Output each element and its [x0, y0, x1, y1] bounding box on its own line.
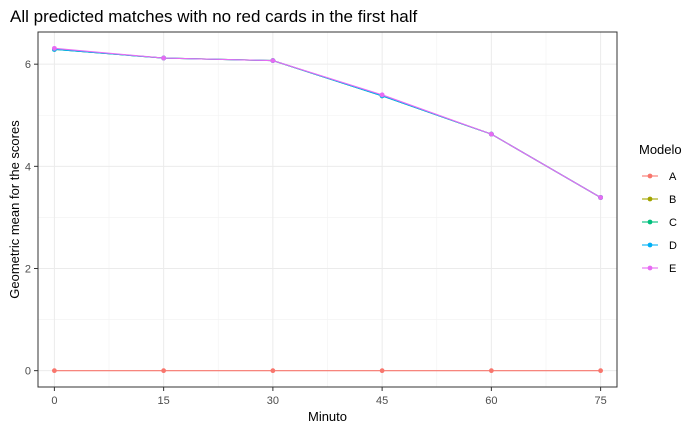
- series-A: [51, 368, 604, 374]
- legend-item: E: [642, 263, 676, 275]
- y-tick-label: 0: [25, 366, 31, 378]
- legend-item: D: [642, 240, 677, 252]
- legend-key-point: [647, 196, 653, 202]
- legend-item: B: [642, 194, 676, 206]
- y-axis-label: Geometric mean for the scores: [7, 120, 22, 299]
- legend-key-point: [647, 265, 653, 271]
- legend-key-point: [647, 242, 653, 248]
- legend-key-point: [647, 173, 653, 179]
- series-group: [51, 45, 604, 374]
- legend-key-point: [647, 219, 653, 225]
- legend-label: E: [669, 263, 676, 275]
- legend-item: A: [642, 171, 677, 183]
- x-tick-label: 15: [158, 395, 170, 407]
- x-tick-label: 30: [267, 395, 279, 407]
- data-point: [598, 368, 604, 374]
- legend-title: Modelo: [639, 142, 682, 157]
- x-tick-label: 60: [485, 395, 497, 407]
- data-point: [488, 368, 494, 374]
- data-point: [379, 368, 385, 374]
- x-axis: 0 15 30 45 60 75: [51, 387, 607, 407]
- data-point: [270, 58, 276, 64]
- legend-item: C: [642, 217, 677, 229]
- data-point: [161, 368, 167, 374]
- data-point: [51, 45, 57, 51]
- series-E: [51, 45, 604, 200]
- data-point: [488, 131, 494, 137]
- data-point: [379, 92, 385, 98]
- minor-gridlines: [38, 32, 617, 387]
- y-tick-label: 4: [25, 161, 31, 173]
- legend-label: A: [669, 171, 677, 183]
- y-tick-label: 2: [25, 263, 31, 275]
- legend-label: B: [669, 194, 676, 206]
- y-axis: 0 2 4 6: [25, 59, 38, 378]
- y-tick-label: 6: [25, 59, 31, 71]
- data-point: [598, 195, 604, 200]
- x-tick-label: 0: [51, 395, 57, 407]
- plot-border: [37, 31, 618, 388]
- legend-label: C: [669, 217, 677, 229]
- chart-title: All predicted matches with no red cards …: [10, 7, 418, 26]
- x-tick-label: 45: [376, 395, 388, 407]
- data-point: [161, 55, 167, 61]
- data-point: [270, 368, 276, 374]
- x-tick-label: 75: [594, 395, 606, 407]
- series-line: [54, 47, 601, 198]
- data-point: [51, 368, 57, 374]
- x-axis-label: Minuto: [308, 409, 347, 424]
- legend-label: D: [669, 240, 677, 252]
